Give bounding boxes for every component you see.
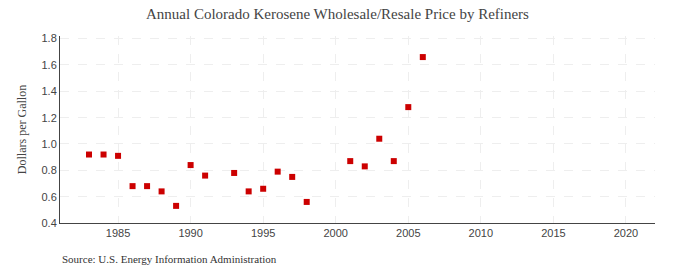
- svg-text:1995: 1995: [251, 227, 275, 239]
- svg-text:Dollars per Gallon: Dollars per Gallon: [15, 85, 29, 174]
- svg-text:0.8: 0.8: [42, 164, 57, 176]
- svg-text:1.2: 1.2: [42, 112, 57, 124]
- svg-text:0.6: 0.6: [42, 191, 57, 203]
- svg-text:2010: 2010: [469, 227, 493, 239]
- svg-text:1.0: 1.0: [42, 138, 57, 150]
- svg-text:1.8: 1.8: [42, 32, 57, 44]
- svg-text:2000: 2000: [323, 227, 347, 239]
- svg-text:1990: 1990: [178, 227, 202, 239]
- svg-text:2005: 2005: [396, 227, 420, 239]
- svg-text:Source: U.S. Energy Informatio: Source: U.S. Energy Information Administ…: [62, 253, 277, 265]
- svg-text:2015: 2015: [541, 227, 565, 239]
- svg-text:1.6: 1.6: [42, 59, 57, 71]
- svg-text:1.4: 1.4: [42, 85, 57, 97]
- svg-text:1985: 1985: [106, 227, 130, 239]
- svg-text:Annual Colorado Kerosene Whole: Annual Colorado Kerosene Wholesale/Resal…: [146, 6, 529, 22]
- svg-text:0.4: 0.4: [42, 217, 57, 229]
- svg-text:2020: 2020: [614, 227, 638, 239]
